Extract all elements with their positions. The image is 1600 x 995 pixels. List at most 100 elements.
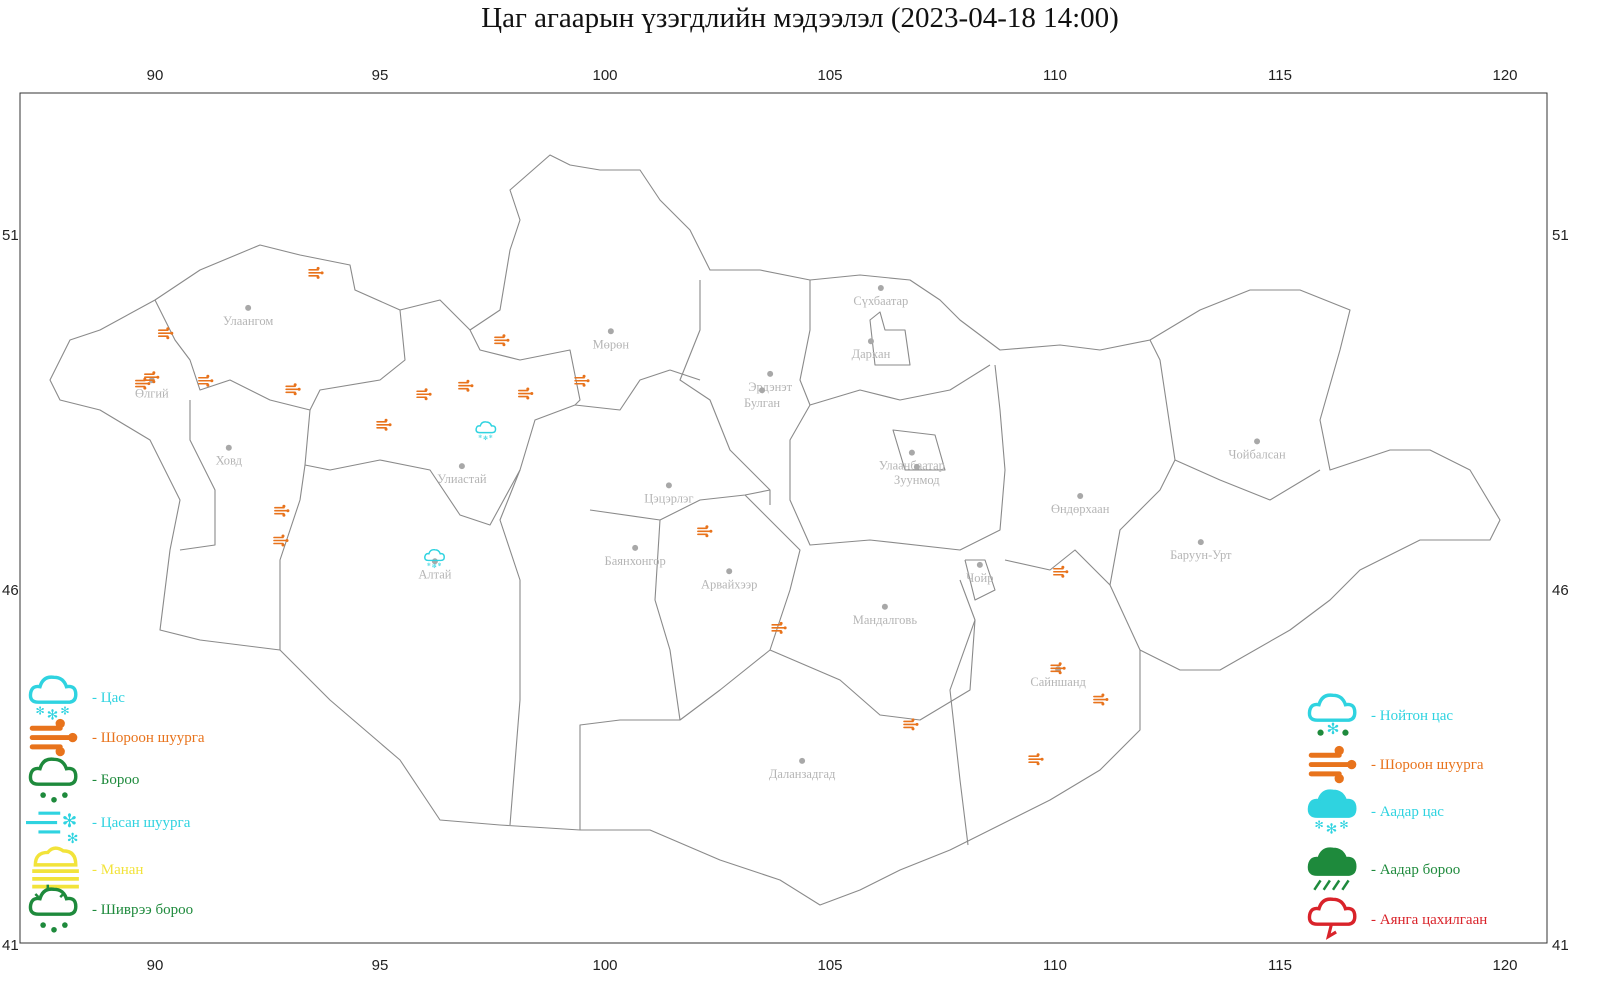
rain-icon — [26, 750, 82, 811]
city-dot — [632, 544, 639, 551]
city-marker: Сүхбаатар — [853, 284, 908, 308]
city-dot — [867, 338, 874, 345]
legend-item-fog: - Манан — [26, 840, 143, 901]
lon-tick-top: 95 — [372, 67, 389, 84]
dust-glyph — [376, 418, 392, 431]
dust-glyph — [697, 525, 713, 538]
legend-label: - Аадар цас — [1371, 804, 1444, 820]
city-dot — [245, 304, 252, 311]
dust-glyph — [574, 374, 590, 387]
dust-storm-icon — [903, 718, 919, 731]
city-marker: Эрдэнэт — [748, 370, 793, 394]
city-dot — [1197, 539, 1204, 546]
snow-icon: ✻✻✻ — [26, 668, 82, 729]
drizzle-icon — [26, 880, 82, 941]
snow-glyph: ✻✻ ✻ — [475, 421, 497, 442]
city-marker: Даланзадгад — [769, 757, 836, 781]
city-marker: Улиастай — [437, 463, 487, 486]
city-label: Мандалговь — [853, 613, 918, 627]
city-dot — [913, 463, 920, 470]
city-label: Чойр — [966, 571, 993, 585]
svg-text:✻: ✻ — [67, 832, 79, 847]
dust-glyph — [1050, 662, 1066, 675]
city-dot — [881, 603, 888, 610]
legend-label: - Цас — [92, 690, 125, 706]
lat-tick-right: 41 — [1552, 937, 1569, 954]
observation-layer: ✻✻ ✻✻✻ ✻ — [135, 266, 1109, 766]
city-marker: Баянхонгор — [605, 544, 666, 568]
province-border — [669, 369, 701, 381]
legend-item-dust: - Шороон шуурга — [1305, 735, 1484, 796]
dust-glyph — [1093, 693, 1109, 706]
province-border — [1004, 339, 1176, 586]
legend-item-rain: - Бороо — [26, 750, 139, 811]
lat-tick-right: 46 — [1552, 582, 1569, 599]
dust-icon — [26, 708, 82, 769]
city-marker: Ховд — [216, 444, 243, 468]
province-border — [1109, 584, 1141, 651]
lon-tick-top: 100 — [592, 67, 617, 84]
city-dot — [665, 482, 672, 489]
dust-glyph — [144, 371, 160, 384]
svg-text:✻: ✻ — [1339, 820, 1348, 832]
dust-glyph — [198, 374, 214, 387]
city-label: Өлгий — [135, 386, 169, 400]
dust-storm-icon — [308, 266, 324, 279]
city-label: Улиастай — [437, 472, 487, 486]
snow-icon: ✻✻✻ — [475, 421, 497, 442]
svg-text:✻: ✻ — [35, 706, 44, 718]
dust-glyph — [274, 504, 290, 517]
darkhan-border — [869, 311, 911, 366]
legend-label: - Шороон шуурга — [92, 730, 205, 746]
city-marker: Булган — [744, 387, 780, 410]
map-title: Цаг агаарын үзэгдлийн мэдээлэл (2023-04-… — [481, 2, 1119, 34]
city-marker: Өндөрхаан — [1051, 492, 1110, 516]
city-label: Арвайхээр — [701, 577, 757, 591]
legend-label: - Аадар бороо — [1371, 862, 1461, 878]
province-border — [154, 299, 311, 411]
city-dot — [908, 449, 915, 456]
dust-glyph — [158, 327, 174, 340]
city-marker: Мөрөн — [593, 328, 629, 351]
lon-tick-top: 115 — [1268, 67, 1292, 84]
province-border — [949, 619, 976, 846]
dust-storm-icon — [697, 525, 713, 538]
svg-text:✻: ✻ — [60, 706, 69, 718]
dust-storm-icon — [1050, 662, 1066, 675]
lon-tick-top: 90 — [147, 67, 164, 84]
city-dot — [726, 568, 733, 575]
city-label: Алтай — [418, 567, 451, 581]
city-dot — [976, 561, 983, 568]
province-border — [499, 469, 521, 826]
ulaanbaatar-border — [892, 429, 946, 471]
dust-storm-icon — [274, 504, 290, 517]
heavy-snow-icon: ✻ ✻ ✻ — [1305, 782, 1361, 843]
dust-glyph — [273, 534, 289, 547]
lon-tick-top: 105 — [817, 67, 842, 84]
city-marker: Сайншанд — [1030, 666, 1087, 689]
legend-label: - Манан — [92, 862, 144, 878]
lon-tick-bottom: 120 — [1492, 957, 1517, 974]
province-border — [809, 364, 991, 406]
dust-icon — [1305, 735, 1361, 796]
province-border — [789, 280, 1006, 551]
legend-item-snowstorm: ✻ ✻ - Цасан шуурга — [26, 793, 190, 854]
svg-text:✻: ✻ — [1326, 721, 1339, 738]
dust-storm-icon — [158, 327, 174, 340]
legend-label: - Шороон шуурга — [1371, 757, 1484, 773]
city-dot — [799, 757, 806, 764]
city-dot — [607, 328, 614, 335]
dust-storm-icon — [517, 387, 534, 400]
svg-text:✻: ✻ — [47, 708, 59, 723]
city-marker: Цэцэрлэг — [644, 482, 694, 505]
legend-item-heavy-snow: ✻ ✻ ✻ - Аадар цас — [1305, 782, 1444, 843]
dust-glyph — [308, 266, 324, 279]
lat-tick-left: 51 — [2, 227, 19, 244]
dust-glyph — [458, 379, 474, 392]
dust-storm-icon — [1093, 693, 1109, 706]
city-marker: Дархан — [852, 338, 891, 361]
dust-glyph — [517, 387, 534, 400]
svg-text:✻: ✻ — [438, 562, 442, 568]
city-marker: Мандалговь — [853, 603, 918, 627]
